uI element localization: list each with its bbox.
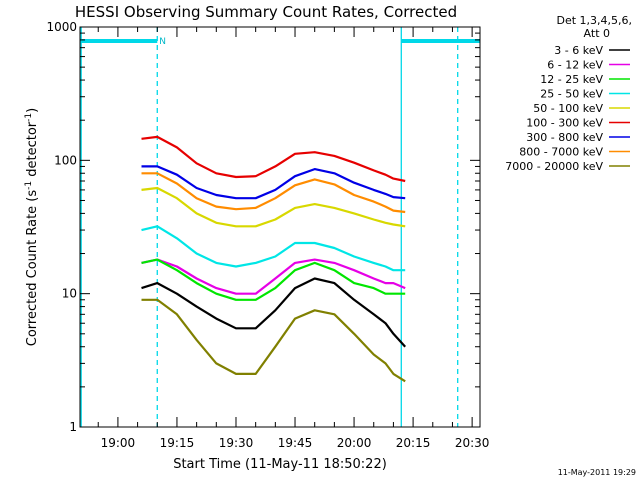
series-line	[141, 225, 406, 272]
plot-frame	[79, 26, 481, 428]
plot-area: N	[79, 26, 481, 428]
series-line	[141, 172, 406, 214]
series-line	[141, 165, 406, 200]
series-line	[141, 298, 406, 383]
y-tick-label: 10	[62, 287, 77, 301]
observing-flag: N	[159, 37, 166, 47]
legend-label: 6 - 12 keV	[547, 59, 603, 72]
chart-title: HESSI Observing Summary Count Rates, Cor…	[75, 3, 457, 21]
series-line	[141, 135, 406, 183]
legend-label: 50 - 100 keV	[533, 102, 603, 115]
legend-label: 25 - 50 keV	[540, 88, 603, 101]
x-tick-label: 20:30	[455, 436, 490, 450]
data-series	[141, 135, 407, 383]
legend: Det 1,3,4,5,6,Att 0 3 - 6 keV 6 - 12 keV12…	[505, 14, 632, 173]
x-axis-label: Start Time (11-May-11 18:50:22)	[173, 457, 387, 472]
series-line	[141, 186, 406, 228]
legend-header: Det 1,3,4,5,6,	[556, 14, 632, 27]
legend-label: 3 - 6 keV	[554, 44, 603, 57]
x-tick-label: 20:00	[337, 436, 372, 450]
y-tick-label: 1	[69, 420, 77, 434]
legend-label: 300 - 800 keV	[526, 131, 603, 144]
footer-date: 11-May-2011 19:29	[558, 468, 636, 477]
x-tick-label: 19:30	[219, 436, 254, 450]
x-tick-label: 20:15	[396, 436, 431, 450]
observing-bars: N	[80, 37, 480, 47]
y-tick-label: 1000	[46, 20, 77, 34]
x-axis: 19:00 19:15 19:30 19:45 20:00 20:15 20:30	[97, 27, 490, 450]
legend-label: 100 - 300 keV	[526, 117, 603, 130]
legend-label: 12 - 25 keV	[540, 73, 603, 86]
legend-label: 800 - 7000 keV	[519, 146, 603, 159]
y-tick-label: 100	[54, 153, 77, 167]
time-markers	[80, 27, 459, 427]
legend-label: 7000 - 20000 keV	[505, 160, 603, 173]
series-line	[141, 258, 406, 301]
x-tick-label: 19:15	[160, 436, 195, 450]
x-tick-label: 19:45	[278, 436, 313, 450]
series-line	[141, 258, 406, 295]
y-axis-label: Corrected Count Rate (s-1 detector-1)	[24, 108, 40, 346]
legend-header: Att 0	[584, 27, 610, 40]
y-axis: 1 10 100 1000	[46, 20, 480, 434]
x-tick-label: 19:00	[101, 436, 136, 450]
series-line	[141, 277, 407, 348]
